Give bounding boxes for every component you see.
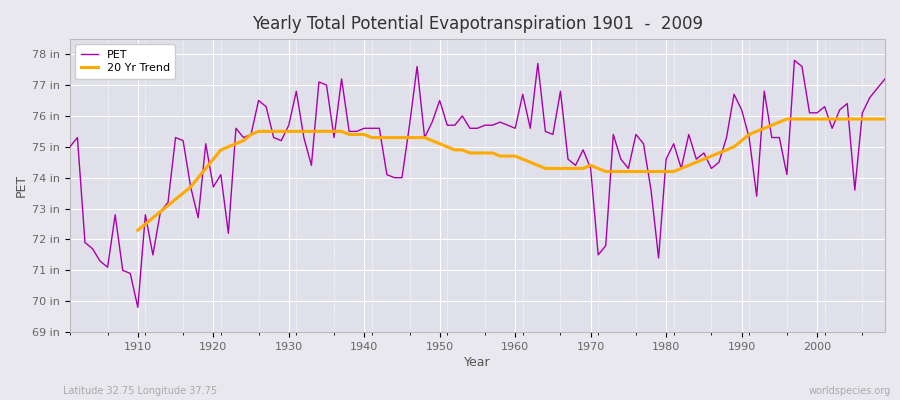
20 Yr Trend bbox=[781, 117, 792, 122]
Legend: PET, 20 Yr Trend: PET, 20 Yr Trend bbox=[76, 44, 176, 79]
20 Yr Trend bbox=[275, 129, 286, 134]
PET bbox=[125, 271, 136, 276]
PET bbox=[509, 126, 520, 131]
Y-axis label: PET: PET bbox=[15, 174, 28, 197]
Text: worldspecies.org: worldspecies.org bbox=[809, 386, 891, 396]
20 Yr Trend bbox=[827, 117, 838, 122]
Line: PET: PET bbox=[70, 60, 885, 308]
X-axis label: Year: Year bbox=[464, 356, 491, 369]
20 Yr Trend bbox=[132, 228, 143, 232]
Line: 20 Yr Trend: 20 Yr Trend bbox=[138, 119, 885, 230]
20 Yr Trend bbox=[578, 166, 589, 171]
Text: Latitude 32.75 Longitude 37.75: Latitude 32.75 Longitude 37.75 bbox=[63, 386, 217, 396]
PET bbox=[789, 58, 800, 63]
PET bbox=[132, 305, 143, 310]
PET bbox=[344, 129, 355, 134]
20 Yr Trend bbox=[879, 117, 890, 122]
PET bbox=[879, 76, 890, 81]
PET bbox=[299, 135, 310, 140]
20 Yr Trend bbox=[850, 117, 860, 122]
Title: Yearly Total Potential Evapotranspiration 1901  -  2009: Yearly Total Potential Evapotranspiratio… bbox=[252, 15, 703, 33]
PET bbox=[608, 132, 618, 137]
PET bbox=[518, 92, 528, 97]
20 Yr Trend bbox=[306, 129, 317, 134]
PET bbox=[65, 144, 76, 149]
20 Yr Trend bbox=[518, 157, 528, 162]
